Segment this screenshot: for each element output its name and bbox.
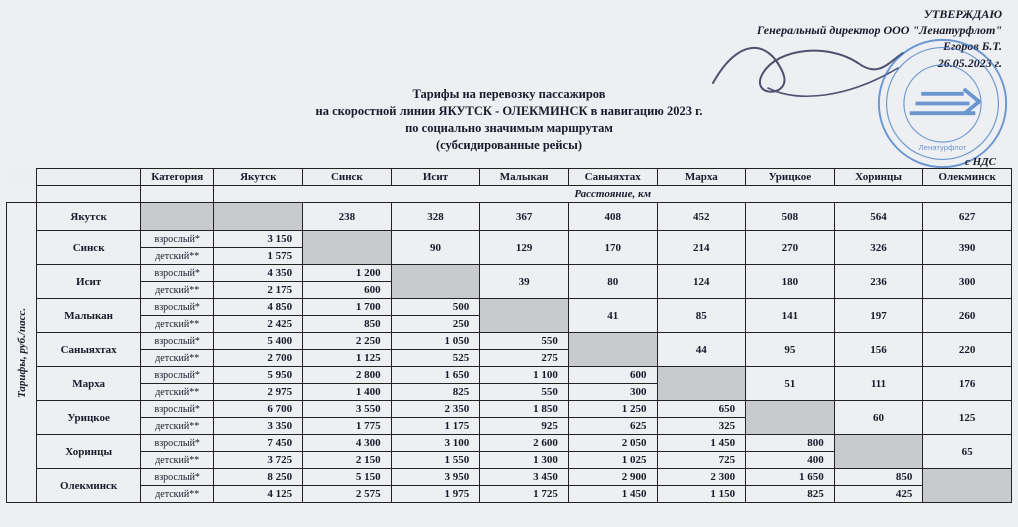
dist: 408: [568, 203, 657, 231]
approval-block: УТВЕРЖДАЮ Генеральный директор ООО "Лена…: [757, 6, 1002, 71]
dist: 238: [303, 203, 392, 231]
row-uritskoe-adult: Урицкое взрослый* 6 700 3 550 2 350 1 85…: [7, 401, 1012, 418]
col-malykan: Малыкан: [480, 169, 569, 186]
col-sanyyakhtakh: Саныяхтах: [568, 169, 657, 186]
title-block: Тарифы на перевозку пассажиров на скорос…: [0, 86, 1018, 154]
col-isit: Исит: [391, 169, 480, 186]
dist: 90: [391, 231, 480, 265]
approval-line-3: Егоров Б.Т.: [757, 38, 1002, 54]
col-olekminsk: Олекминск: [923, 169, 1012, 186]
approval-line-2: Генеральный директор ООО "Ленатурфлот": [757, 22, 1002, 38]
col-markha: Марха: [657, 169, 746, 186]
fare: 1 575: [214, 248, 303, 265]
distance-label: Расстояние, км: [214, 186, 1012, 203]
dist: 170: [568, 231, 657, 265]
rowhead-sinsk: Синск: [37, 231, 141, 265]
dist: 627: [923, 203, 1012, 231]
dist: 452: [657, 203, 746, 231]
title-line-2: на скоростной линии ЯКУТСК - ОЛЕКМИНСК в…: [0, 103, 1018, 120]
row-malykan-adult: Малыкан взрослый* 4 850 1 700 500 41 85 …: [7, 299, 1012, 316]
tariff-table-wrap: Категория Якутск Синск Исит Малыкан Саны…: [6, 168, 1012, 503]
rowhead-yakutsk: Якутск: [37, 203, 141, 231]
diag: [303, 231, 392, 265]
diag: [214, 203, 303, 231]
document-page: УТВЕРЖДАЮ Генеральный директор ООО "Лена…: [0, 0, 1018, 527]
dist: 390: [923, 231, 1012, 265]
title-line-3: по социально значимым маршрутам: [0, 120, 1018, 137]
row-sinsk-adult: Синск взрослый* 3 150 90 129 170 214 270…: [7, 231, 1012, 248]
col-sinsk: Синск: [303, 169, 392, 186]
header-category: Категория: [140, 169, 213, 186]
row-sanyyakhtakh-adult: Саныяхтах взрослый* 5 400 2 250 1 050 55…: [7, 333, 1012, 350]
dist: 214: [657, 231, 746, 265]
cat-child: детский**: [140, 248, 213, 265]
dist: 367: [480, 203, 569, 231]
dist: 129: [480, 231, 569, 265]
col-khorintsy: Хоринцы: [834, 169, 923, 186]
fare: 3 150: [214, 231, 303, 248]
row-markha-adult: Марха взрослый* 5 950 2 800 1 650 1 100 …: [7, 367, 1012, 384]
diag: [140, 203, 213, 231]
tariff-table: Категория Якутск Синск Исит Малыкан Саны…: [6, 168, 1012, 503]
row-khorintsy-adult: Хоринцы взрослый* 7 450 4 300 3 100 2 60…: [7, 435, 1012, 452]
col-uritskoe: Урицкое: [746, 169, 835, 186]
dist: 564: [834, 203, 923, 231]
row-olekminsk-adult: Олекминск взрослый* 8 250 5 150 3 950 3 …: [7, 469, 1012, 486]
col-yakutsk: Якутск: [214, 169, 303, 186]
dist: 328: [391, 203, 480, 231]
approval-line-1: УТВЕРЖДАЮ: [757, 6, 1002, 22]
dist: 508: [746, 203, 835, 231]
corner-blank: [7, 169, 37, 186]
cat-adult: взрослый*: [140, 231, 213, 248]
table-header-row: Категория Якутск Синск Исит Малыкан Саны…: [7, 169, 1012, 186]
dist: 326: [834, 231, 923, 265]
distance-label-row: Расстояние, км: [7, 186, 1012, 203]
row-isit-adult: Исит взрослый* 4 350 1 200 39 80 124 180…: [7, 265, 1012, 282]
dist: 270: [746, 231, 835, 265]
nds-note: с НДС: [965, 156, 996, 168]
title-line-1: Тарифы на перевозку пассажиров: [0, 86, 1018, 103]
row-yakutsk: Тарифы, руб./пасс. Якутск 238 328 367 40…: [7, 203, 1012, 231]
side-label: Тарифы, руб./пасс.: [7, 203, 37, 503]
title-line-4: (субсидированные рейсы): [0, 137, 1018, 154]
header-blank: [37, 169, 141, 186]
row-olekminsk-child: детский** 4 125 2 575 1 975 1 725 1 450 …: [7, 486, 1012, 503]
approval-line-4: 26.05.2023 г.: [757, 55, 1002, 71]
rowhead-isit: Исит: [37, 265, 141, 299]
